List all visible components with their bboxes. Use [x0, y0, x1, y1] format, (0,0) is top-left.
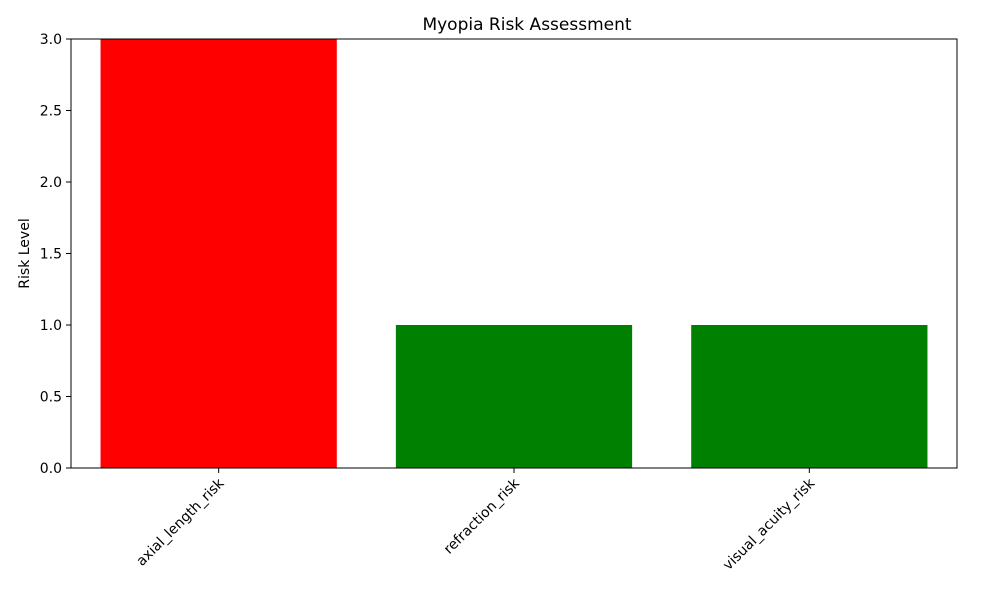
- y-tick-label: 0.0: [40, 461, 62, 477]
- y-tick-label: 2.5: [40, 104, 62, 120]
- y-tick-label: 1.0: [40, 318, 62, 334]
- bar-visual-acuity-risk: [691, 325, 928, 468]
- bars-layer: [100, 39, 928, 468]
- bar-refraction-risk: [395, 325, 633, 468]
- y-tick-label: 2.0: [40, 175, 62, 191]
- y-tick-label: 1.5: [40, 247, 62, 263]
- y-ticks-layer: 0.0 0.5 1.0 1.5 2.0 2.5 3.0: [40, 32, 71, 477]
- y-axis-label: Risk Level: [17, 218, 33, 288]
- bar-axial-length-risk: [100, 39, 337, 468]
- y-tick-label: 3.0: [40, 32, 62, 48]
- plot-frame: [70, 38, 958, 469]
- y-tick-label: 0.5: [40, 390, 62, 406]
- chart-title: Myopia Risk Assessment: [422, 15, 631, 35]
